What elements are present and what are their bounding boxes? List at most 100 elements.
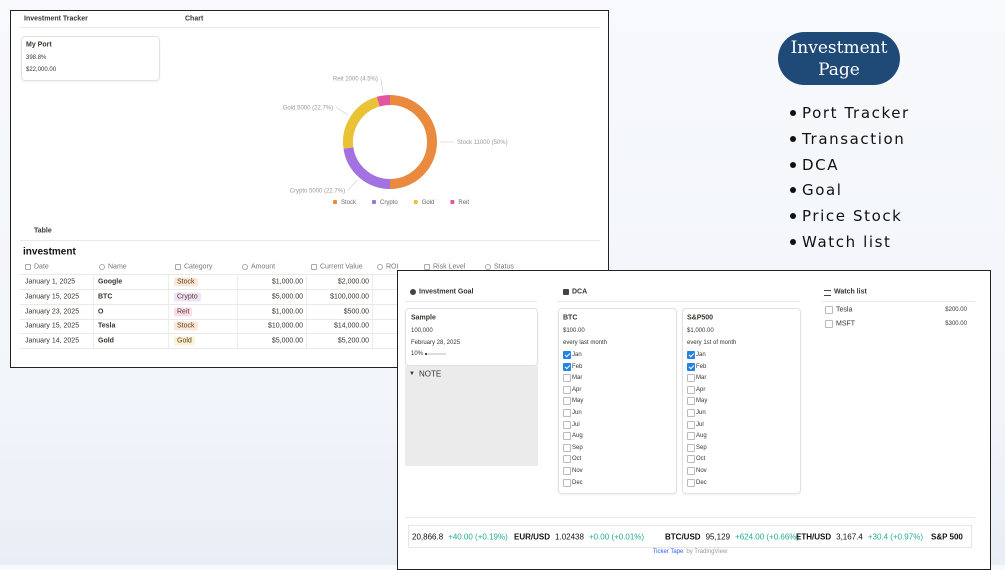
month-label: Oct [572, 456, 582, 463]
category-tag: Crypto [174, 292, 201, 302]
month-checkbox[interactable] [687, 420, 695, 429]
watch-checkbox[interactable] [825, 320, 833, 328]
ticker-change: +624.00 (+0.66%) [735, 532, 800, 542]
month-checkbox[interactable] [563, 374, 571, 383]
cell-amount: $5,000.00 [271, 337, 303, 345]
cell-name: BTC [98, 293, 113, 301]
goal-card [405, 308, 538, 366]
ticker-price: 1.02438 [555, 532, 584, 542]
watch-name: MSFT [836, 320, 856, 328]
cell-amount: $1,000.00 [271, 278, 303, 286]
slice-category: Gold [283, 105, 296, 111]
month-checkbox[interactable] [563, 397, 571, 406]
month-checkbox[interactable] [563, 362, 571, 371]
column-header: Status [494, 263, 514, 271]
cell-date: January 14, 2025 [25, 337, 80, 345]
donut-segment [376, 95, 391, 107]
cell-amount: $1,000.00 [271, 308, 303, 316]
category-tag: Stock [174, 321, 198, 331]
month-label: May [696, 398, 708, 405]
month-checkbox[interactable] [687, 467, 695, 475]
ticker-by: by TradingView [686, 549, 728, 555]
month-checkbox[interactable] [687, 443, 695, 452]
slice-value: 5000 (22.7%) [309, 188, 345, 194]
promo-item: Transaction [802, 129, 906, 148]
month-label: Aug [572, 433, 583, 440]
ticker-price: 95,129 [705, 532, 731, 542]
month-label: Oct [696, 456, 706, 463]
month-label: Mar [572, 375, 583, 382]
watch-price: $300.00 [945, 321, 967, 327]
watch-icon [824, 290, 831, 296]
donut-segment [343, 96, 380, 149]
ticker-tape: 20,866.8 +40.00 (+0.19%) EUR/USD 1.02438 +0.… [408, 525, 972, 548]
ticker-price: 3,167.4 [836, 532, 863, 542]
column-separator [93, 274, 94, 349]
month-checkbox[interactable] [563, 420, 571, 429]
dca-amount: $100.00 [563, 328, 585, 334]
legend-label: Stock [341, 200, 357, 206]
table-heading: investment [23, 246, 76, 258]
ticker-item: EUR/USD 1.02438 +0.00 (+0.01%) [514, 533, 644, 542]
month-label: Feb [696, 363, 707, 370]
month-label: Apr [572, 386, 582, 393]
cell-date: January 15, 2025 [25, 322, 80, 330]
watch-checkbox[interactable] [825, 306, 833, 314]
watch-price: $200.00 [945, 307, 967, 313]
month-checkbox[interactable] [563, 443, 571, 452]
portfolio-card [21, 36, 160, 81]
month-checkbox[interactable] [563, 455, 571, 464]
month-checkbox[interactable] [687, 478, 695, 487]
slice-label: Gold 5000 (22.7%) [283, 105, 333, 111]
cell-current-value: $14,000.00 [333, 322, 369, 330]
month-checkbox[interactable] [687, 362, 695, 371]
note-block [405, 366, 538, 466]
note-toggle: ▼ [409, 371, 415, 377]
month-checkbox[interactable] [563, 409, 571, 417]
month-checkbox[interactable] [687, 351, 695, 359]
ticker-symbol: EUR/USD [514, 532, 551, 542]
column-separator [168, 274, 169, 349]
month-checkbox[interactable] [687, 397, 695, 406]
month-checkbox[interactable] [563, 432, 571, 441]
section-title: Investment Goal [419, 288, 474, 296]
bullet [790, 161, 796, 168]
month-label: Nov [696, 468, 707, 474]
month-checkbox[interactable] [687, 374, 695, 383]
divider [557, 301, 800, 302]
chart: Stock 11000 (50%)Crypto 5000 (22.7%)Gold… [283, 76, 508, 206]
cell-date: January 15, 2025 [25, 293, 80, 301]
goal-icon [410, 289, 416, 295]
cell-current-value: $2,000.00 [337, 278, 369, 286]
month-checkbox[interactable] [687, 409, 695, 417]
ticker-link[interactable]: Ticker Tape [652, 549, 684, 555]
bullet [790, 135, 796, 142]
goal-date: February 28, 2025 [411, 340, 461, 346]
cell-current-value: $500.00 [343, 308, 369, 316]
cell-amount: $10,000.00 [267, 322, 303, 330]
month-checkbox[interactable] [687, 385, 695, 394]
month-checkbox[interactable] [563, 385, 571, 394]
ticker-symbol: S&P 500 [931, 532, 963, 542]
month-checkbox[interactable] [563, 478, 571, 487]
cell-name: O [98, 308, 104, 316]
column-icon [377, 264, 383, 270]
column-header: Name [108, 263, 127, 271]
month-checkbox[interactable] [563, 351, 571, 359]
category-tag: Stock [174, 277, 198, 287]
progress-bar [425, 353, 428, 355]
column-header: Current Value [320, 263, 363, 271]
bullet [790, 187, 796, 194]
donut-segment [343, 147, 391, 189]
ticker-price: 20,866.8 [412, 532, 444, 542]
column-icon [175, 264, 181, 270]
section-title: Investment Tracker [24, 15, 88, 23]
cell-name: Tesla [98, 322, 116, 330]
cell-name: Gold [98, 337, 114, 345]
column-separator [306, 274, 307, 349]
month-checkbox[interactable] [563, 467, 571, 475]
dca-amount: $1,000.00 [687, 328, 714, 334]
month-checkbox[interactable] [687, 455, 695, 464]
legend-label: Crypto [380, 200, 398, 206]
month-checkbox[interactable] [687, 432, 695, 441]
